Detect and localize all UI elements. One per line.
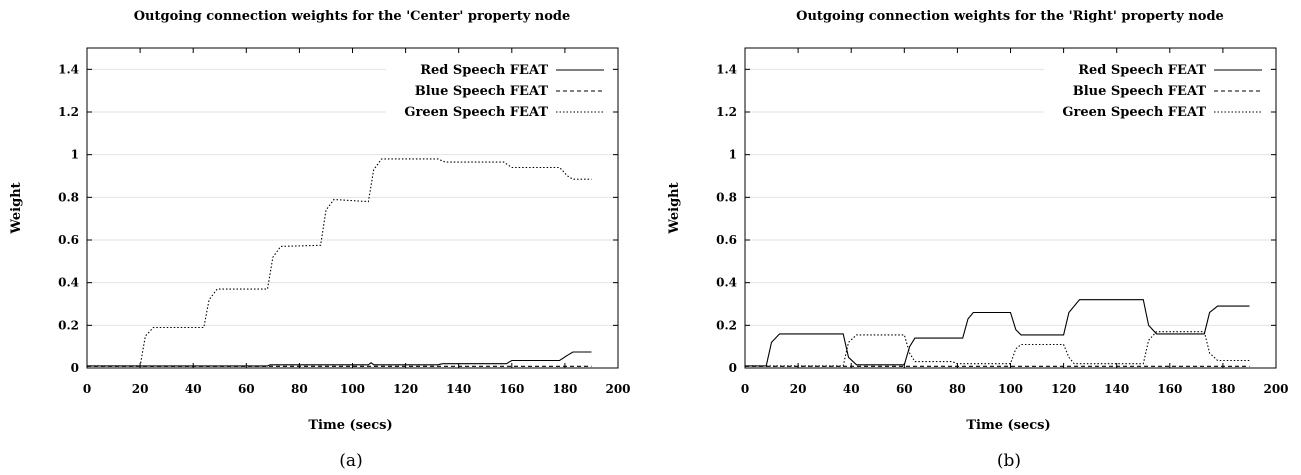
- series-line-red: [87, 351, 592, 367]
- x-tick-label: 40: [185, 382, 202, 396]
- figure-caption: (b): [997, 451, 1021, 471]
- x-tick-label: 120: [1051, 382, 1076, 396]
- legend-label: Blue Speech FEAT: [1073, 84, 1207, 99]
- x-tick-label: 100: [340, 382, 365, 396]
- y-tick-label: 1.2: [716, 105, 737, 119]
- x-tick-label: 120: [393, 382, 418, 396]
- x-tick-label: 80: [949, 382, 966, 396]
- chart-center: 0 0.2 0.4 0.6 0.8 1 1.2 1.4 0 20 40 60 80 100 120 140 16…: [9, 9, 631, 471]
- y-tick-label: 0.4: [58, 276, 79, 290]
- y-axis-label: Weight: [667, 182, 682, 234]
- x-tick-label: 160: [1157, 382, 1182, 396]
- y-tick-label: 0.4: [716, 276, 737, 290]
- legend-label: Green Speech FEAT: [404, 105, 548, 120]
- y-axis-label: Weight: [9, 182, 24, 234]
- figure-caption: (a): [339, 451, 362, 471]
- x-tick-label: 180: [552, 382, 577, 396]
- x-tick-label: 140: [1104, 382, 1129, 396]
- x-tick-label: 40: [843, 382, 860, 396]
- x-tick-label: 80: [291, 382, 308, 396]
- x-tick-label: 160: [499, 382, 524, 396]
- y-tick-label: 0.6: [58, 233, 79, 247]
- x-tick-label: 200: [605, 382, 630, 396]
- x-tick-label: 0: [741, 382, 749, 396]
- x-tick-label: 20: [132, 382, 149, 396]
- y-tick-label: 0.6: [716, 233, 737, 247]
- y-tick-label: 1.4: [716, 62, 737, 76]
- y-tick-label: 1: [71, 148, 79, 162]
- chart-title: Outgoing connection weights for the 'Rig…: [796, 9, 1224, 24]
- y-tick-label: 1: [729, 148, 737, 162]
- y-tick-label: 1.2: [58, 105, 79, 119]
- series-line-red: [745, 299, 1250, 367]
- x-tick-label: 20: [790, 382, 807, 396]
- y-tick-label: 0: [729, 361, 737, 375]
- series-line-green: [745, 331, 1250, 367]
- x-tick-label: 0: [83, 382, 91, 396]
- chart-right: 0 0.2 0.4 0.6 0.8 1 1.2 1.4 0 20 40 60 80 100 120 140 16…: [667, 9, 1289, 471]
- x-tick-label: 60: [896, 382, 913, 396]
- legend-label: Red Speech FEAT: [420, 63, 548, 78]
- legend-label: Green Speech FEAT: [1062, 105, 1206, 120]
- x-tick-label: 180: [1210, 382, 1235, 396]
- legend-box: [386, 58, 612, 122]
- x-axis-label: Time (secs): [308, 418, 392, 433]
- legend-label: Red Speech FEAT: [1078, 63, 1206, 78]
- y-tick-label: 0.8: [716, 190, 737, 204]
- series-line-green: [87, 158, 592, 367]
- x-tick-label: 60: [238, 382, 255, 396]
- legend-label: Blue Speech FEAT: [415, 84, 549, 99]
- y-tick-label: 0: [71, 361, 79, 375]
- legend-box: [1044, 58, 1270, 122]
- x-axis-label: Time (secs): [966, 418, 1050, 433]
- y-tick-label: 0.8: [58, 190, 79, 204]
- y-tick-label: 1.4: [58, 62, 79, 76]
- x-tick-label: 200: [1263, 382, 1288, 396]
- y-tick-label: 0.2: [716, 318, 737, 332]
- y-tick-label: 0.2: [58, 318, 79, 332]
- x-tick-label: 100: [998, 382, 1023, 396]
- x-tick-label: 140: [446, 382, 471, 396]
- chart-title: Outgoing connection weights for the 'Cen…: [134, 9, 571, 24]
